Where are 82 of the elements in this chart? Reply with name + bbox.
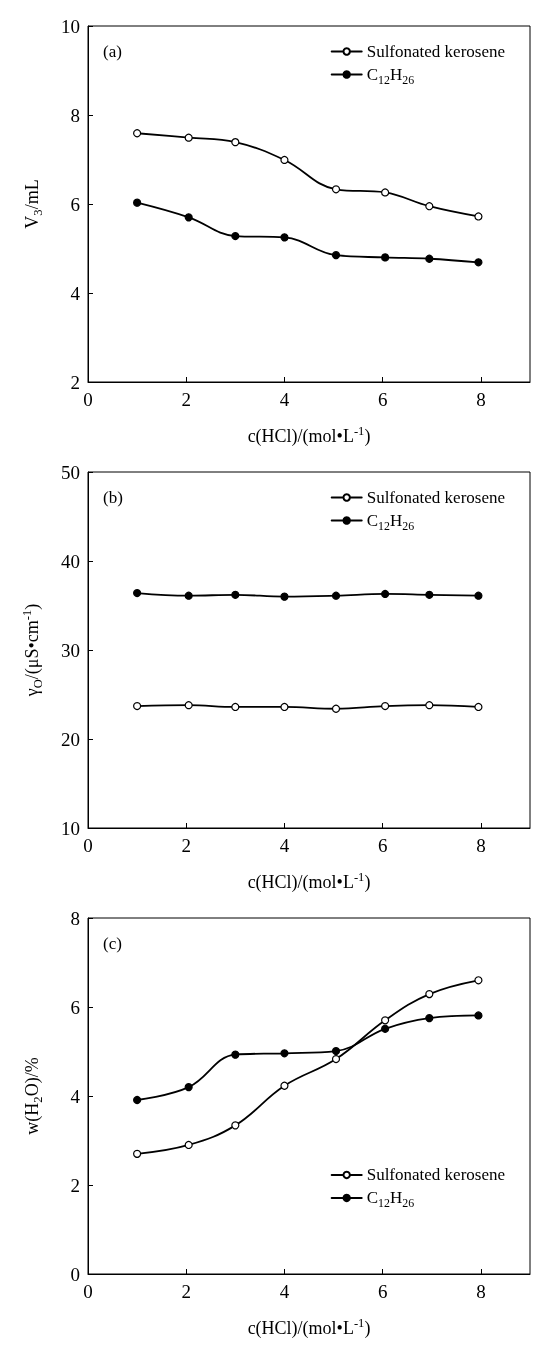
point — [425, 1014, 434, 1023]
point — [231, 702, 240, 712]
point — [280, 1081, 289, 1090]
y-tick-label: 8 — [70, 907, 80, 929]
x-tick-label: 8 — [476, 1281, 486, 1302]
point — [184, 213, 193, 222]
point — [231, 138, 240, 147]
point — [231, 590, 240, 599]
point — [184, 1140, 193, 1150]
point — [474, 212, 483, 221]
point — [133, 1149, 142, 1158]
y-tick-label: 4 — [70, 282, 81, 304]
y-tick-label: 6 — [70, 193, 80, 215]
point — [280, 155, 289, 165]
x-tick-label: 2 — [181, 389, 191, 410]
x-tick-label: 4 — [279, 835, 290, 856]
point — [381, 1016, 390, 1025]
point — [331, 185, 341, 194]
point — [381, 188, 390, 197]
point — [331, 251, 341, 260]
y-tick-label: 4 — [70, 1085, 81, 1107]
point — [280, 592, 289, 601]
point — [280, 702, 289, 712]
legend-label: Sulfonated kerosene — [366, 1165, 506, 1185]
point — [331, 1046, 341, 1056]
point — [184, 591, 193, 600]
point — [381, 701, 390, 711]
legend-label: Sulfonated kerosene — [366, 42, 506, 61]
point — [381, 589, 390, 599]
y-tick-label: 10 — [61, 15, 80, 37]
point — [474, 976, 483, 985]
text: (b) — [103, 488, 123, 507]
x-tick-label: 8 — [476, 389, 486, 410]
legend-label: Sulfonated kerosene — [366, 488, 506, 507]
point — [184, 1083, 193, 1092]
point — [331, 1054, 341, 1064]
point — [133, 198, 142, 207]
x-tick-label: 4 — [279, 1281, 290, 1302]
x-tick-label: 8 — [476, 835, 486, 856]
y-tick-label: 20 — [61, 728, 80, 750]
point — [184, 133, 193, 142]
point — [231, 1121, 240, 1130]
text: (a) — [103, 42, 122, 61]
y-tick-label: 0 — [70, 1263, 80, 1285]
point — [231, 1050, 240, 1059]
text: (c) — [103, 934, 122, 953]
y-tick-label: 6 — [70, 996, 80, 1018]
point — [474, 1011, 483, 1020]
point — [425, 701, 434, 710]
y-tick-label: 10 — [61, 817, 80, 839]
x-tick-label: 6 — [377, 1281, 388, 1302]
point — [133, 129, 142, 138]
y-tick-label: 2 — [70, 1174, 80, 1196]
y-tick-label: 30 — [61, 639, 80, 661]
point — [474, 591, 483, 600]
y-tick-label: 8 — [70, 104, 80, 126]
y-tick-label: 40 — [61, 550, 80, 572]
y-axis-title: V3/mL — [22, 179, 45, 229]
x-tick-label: 6 — [377, 835, 388, 856]
point — [331, 704, 341, 713]
point — [474, 702, 483, 712]
x-tick-label: 4 — [279, 389, 290, 410]
point — [474, 258, 483, 267]
point — [381, 1024, 390, 1033]
point — [425, 254, 434, 263]
x-tick-label: 2 — [181, 835, 191, 856]
point — [280, 1049, 289, 1058]
point — [133, 588, 142, 598]
point — [331, 591, 341, 600]
point — [425, 990, 434, 999]
y-tick-label: 50 — [61, 461, 80, 483]
x-tick-label: 6 — [377, 389, 388, 410]
y-tick-label: 2 — [70, 371, 80, 393]
point — [184, 701, 193, 710]
point — [425, 202, 434, 211]
point — [133, 701, 142, 711]
point — [425, 590, 434, 599]
point — [381, 253, 390, 262]
x-tick-label: 2 — [181, 1281, 191, 1302]
point — [133, 1095, 142, 1105]
point — [280, 233, 289, 242]
point — [231, 231, 240, 241]
